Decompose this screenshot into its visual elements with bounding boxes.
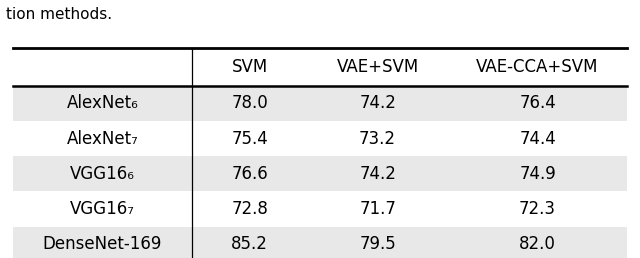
Text: VAE+SVM: VAE+SVM [337, 58, 419, 76]
Text: 76.6: 76.6 [231, 165, 268, 183]
Text: 72.8: 72.8 [231, 200, 268, 218]
Text: 71.7: 71.7 [359, 200, 396, 218]
Text: 82.0: 82.0 [519, 235, 556, 253]
Text: AlexNet₆: AlexNet₆ [67, 94, 138, 112]
Text: 74.9: 74.9 [519, 165, 556, 183]
Text: 72.3: 72.3 [519, 200, 556, 218]
Text: 74.2: 74.2 [359, 94, 396, 112]
Text: VGG16₇: VGG16₇ [70, 200, 135, 218]
Text: VGG16₆: VGG16₆ [70, 165, 135, 183]
Text: 79.5: 79.5 [359, 235, 396, 253]
Bar [13, 86, 627, 121]
Text: DenseNet-169: DenseNet-169 [43, 235, 162, 253]
Text: 74.2: 74.2 [359, 165, 396, 183]
Bar [13, 227, 627, 258]
Text: 78.0: 78.0 [231, 94, 268, 112]
Text: 76.4: 76.4 [519, 94, 556, 112]
Text: tion methods.: tion methods. [6, 7, 113, 22]
Bar [13, 156, 627, 191]
Text: 73.2: 73.2 [359, 130, 396, 148]
Text: VAE-CCA+SVM: VAE-CCA+SVM [476, 58, 599, 76]
Text: 85.2: 85.2 [231, 235, 268, 253]
Text: 74.4: 74.4 [519, 130, 556, 148]
Text: AlexNet₇: AlexNet₇ [67, 130, 138, 148]
Text: SVM: SVM [232, 58, 268, 76]
Text: 75.4: 75.4 [231, 130, 268, 148]
